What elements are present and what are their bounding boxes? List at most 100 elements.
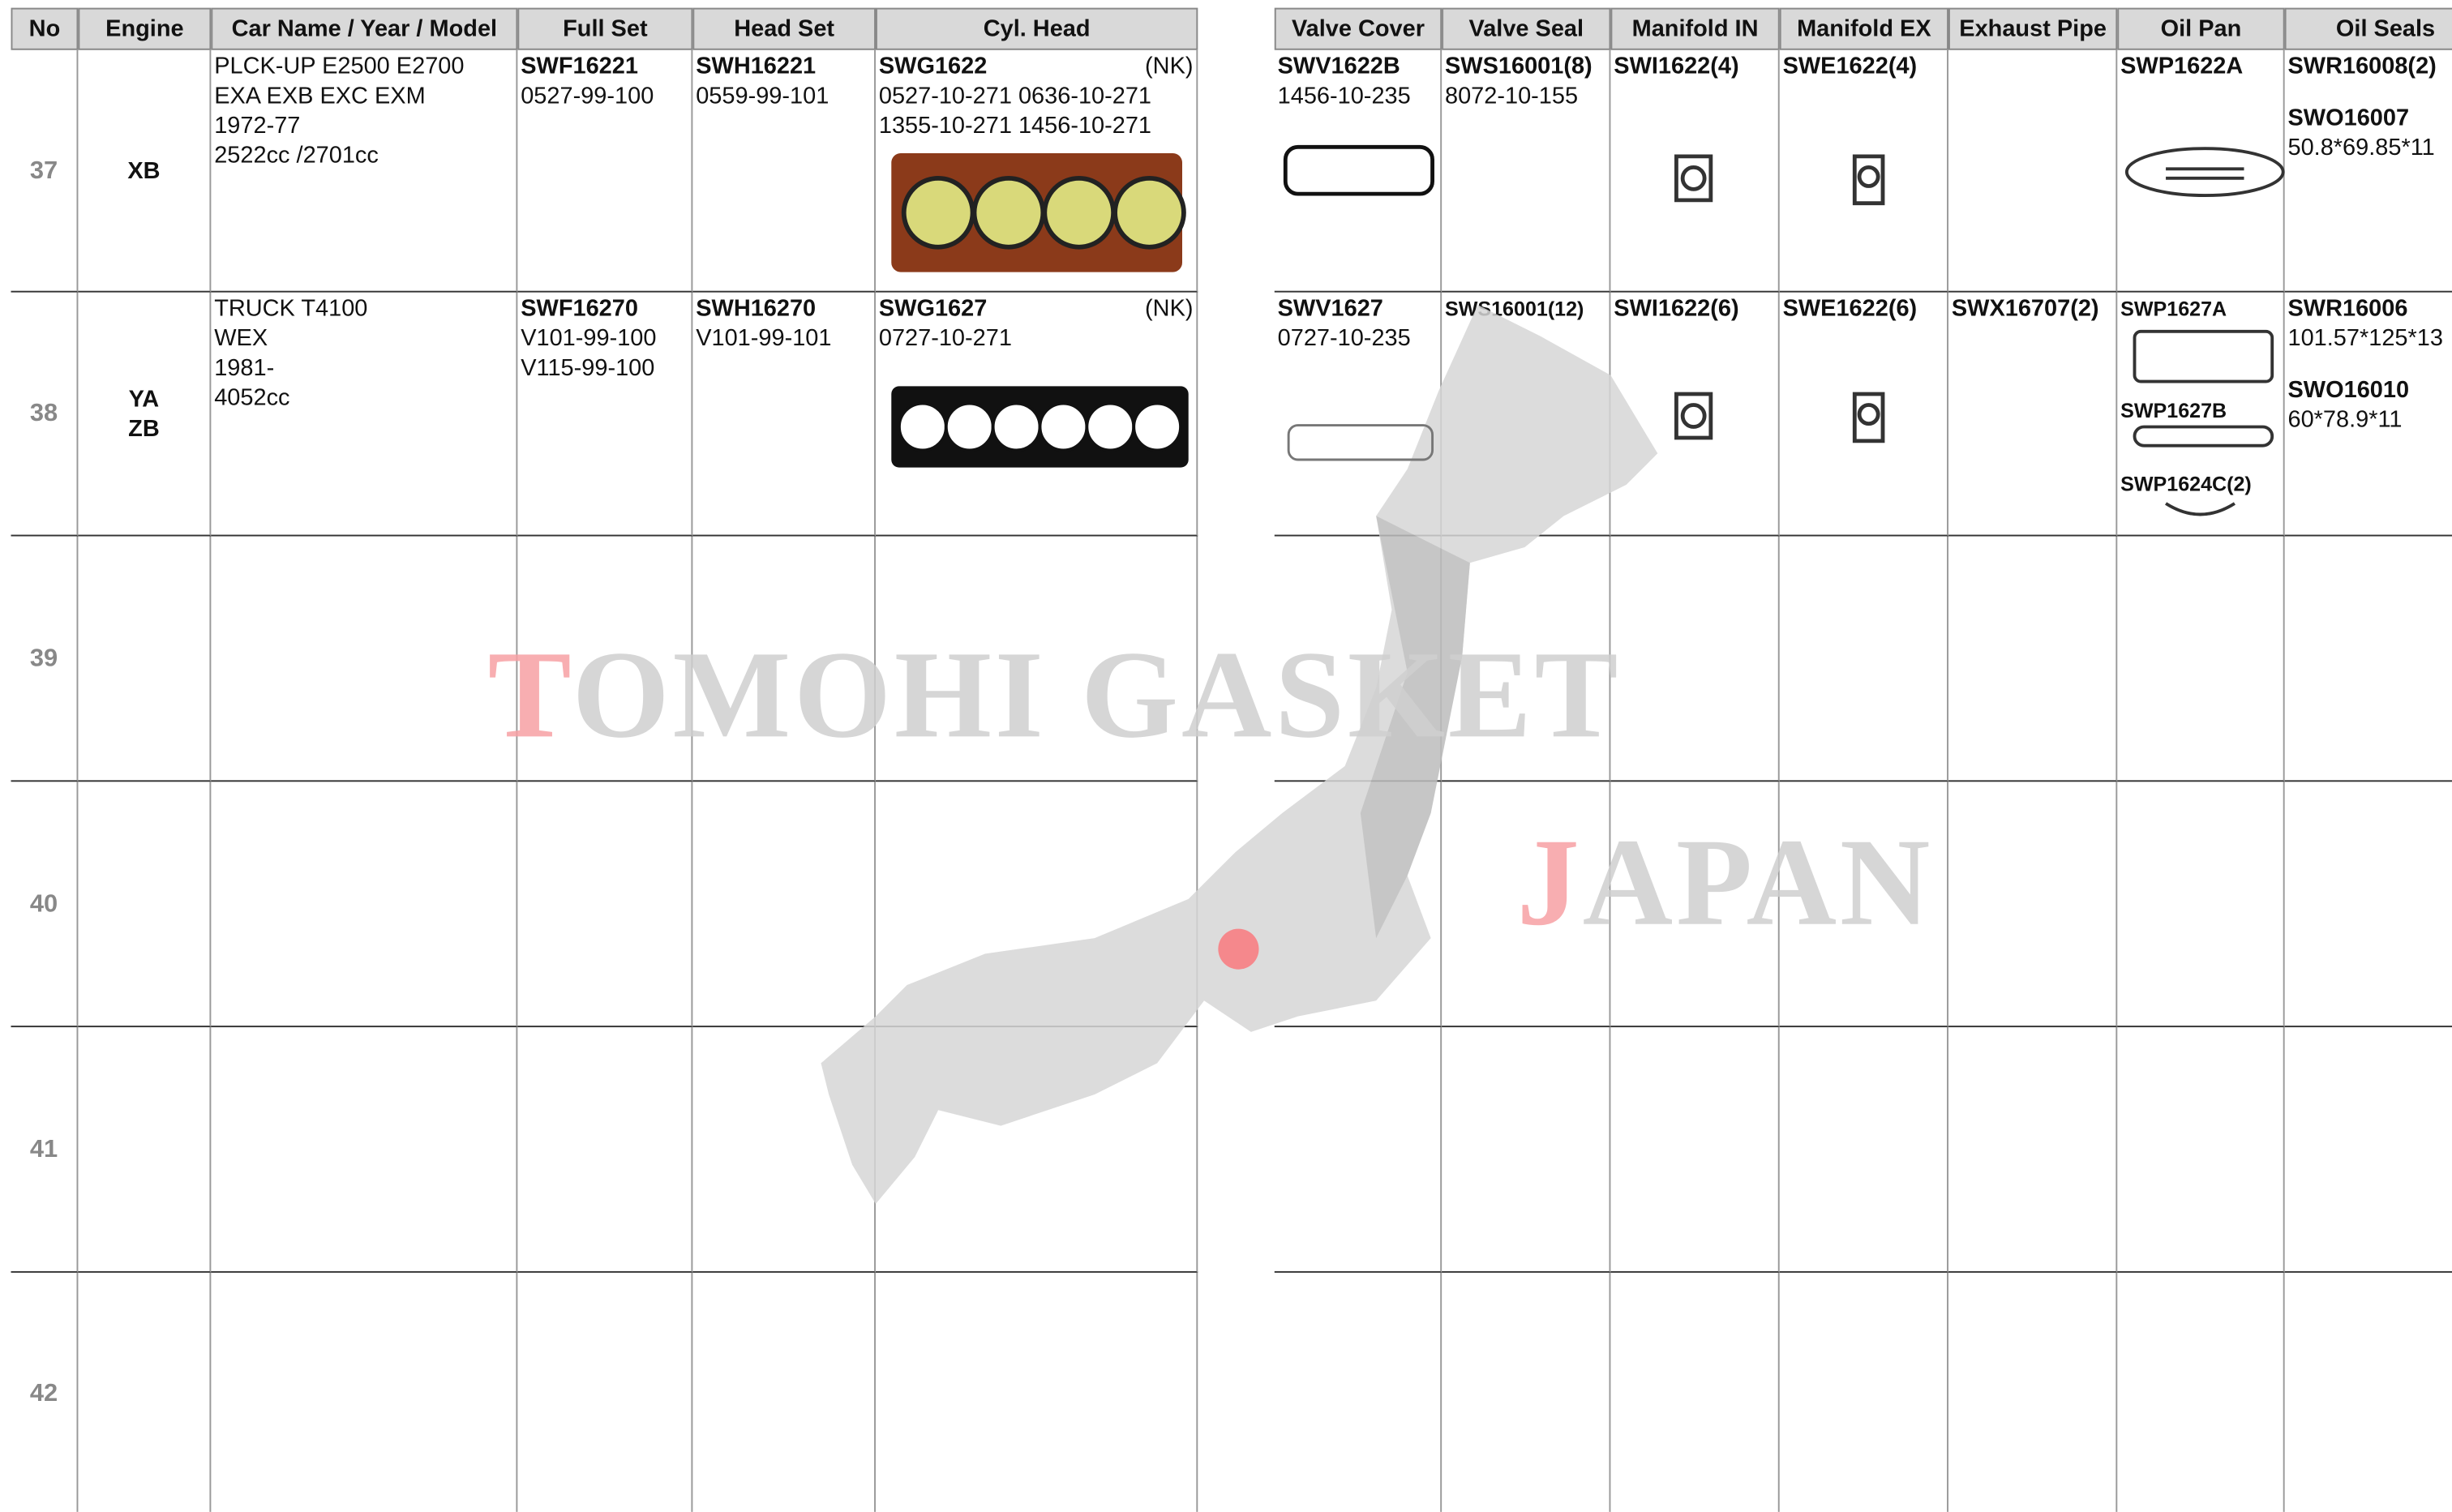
head-set-cell: [692, 782, 876, 1028]
part-item: SWF16270 V101-99-100 V115-99-100: [521, 294, 688, 383]
manifold-ex-cell: SWE1622(4): [1779, 49, 1948, 293]
manifold-in-cell: [1610, 1027, 1780, 1273]
part-number: SWP1622A: [2120, 53, 2244, 80]
oil-seals-cell: [2284, 536, 2452, 782]
row-number: 39: [11, 536, 79, 782]
part-spec: V101-99-100: [521, 325, 657, 352]
part-number: SWV1622B: [1277, 53, 1400, 80]
part-number: SWR16006: [2287, 295, 2408, 323]
row-number: 37: [11, 49, 79, 293]
full-set-cell: SWF16221 0527-99-100: [517, 49, 693, 293]
head-set-cell: [692, 536, 876, 782]
part-number: SWR16008(2): [2287, 53, 2437, 80]
head-set-cell: SWH16221 0559-99-101: [692, 49, 876, 293]
exhaust-pipe-cell: [1948, 1027, 2118, 1273]
part-spec: 1355-10-271 1456-10-271: [878, 112, 1152, 139]
column-header: Manifold EX: [1779, 7, 1948, 50]
manifold-in-cell: SWI1622(6): [1610, 292, 1780, 537]
part-item: SWP1622A: [2120, 52, 2280, 82]
column-header: No: [11, 7, 79, 50]
oil-pan-gaskets: [2124, 147, 2285, 516]
head-set-cell: SWH16270 V101-99-101: [692, 292, 876, 537]
head-set-cell: [692, 1272, 876, 1512]
engine-code: YA: [128, 385, 160, 413]
engine-cell: XB: [78, 49, 212, 293]
column-header: Manifold IN: [1610, 7, 1780, 50]
part-spec: V115-99-100: [521, 354, 655, 382]
row-number: 41: [11, 1027, 79, 1273]
cyl-head-gasket-4: [891, 152, 1186, 272]
part-spec: 60*78.9*11: [2287, 406, 2403, 434]
part-item: SWP1627A: [2120, 294, 2280, 324]
column-header: Full Set: [517, 7, 693, 50]
oil-pan-cell: [2117, 1272, 2285, 1512]
cyl-head-cell: [875, 536, 1198, 782]
part-number: SWF16221: [521, 53, 638, 80]
car-name-cell: PLCK-UP E2500 E2700 EXA EXB EXC EXM 1972-7…: [211, 49, 518, 293]
column-header: Head Set: [692, 7, 876, 50]
valve-cover-cell: SWV1622B 1456-10-235: [1274, 49, 1442, 293]
full-set-cell: SWF16270 V101-99-100 V115-99-100: [517, 292, 693, 537]
part-spec: 0527-99-100: [521, 83, 654, 109]
valve-seal-cell: [1442, 1272, 1611, 1512]
part-item: SWP1627B: [2120, 396, 2280, 426]
part-number: SWP1627A: [2120, 297, 2227, 321]
part-number: SWE1622(6): [1782, 295, 1918, 323]
column-header: Oil Pan: [2117, 7, 2285, 50]
column-header: Oil Seals: [2284, 7, 2452, 50]
oil-seals-cell: [2284, 782, 2452, 1028]
car-line: 2522cc /2701cc: [214, 142, 379, 169]
car-name-cell: [211, 1272, 518, 1512]
car-name-cell: TRUCK T4100 WEX 1981- 4052cc: [211, 292, 518, 537]
full-set-cell: [517, 536, 693, 782]
valve-seal-cell: [1442, 1027, 1611, 1273]
exhaust-pipe-cell: [1948, 49, 2118, 293]
car-line: EXA EXB EXC EXM: [214, 83, 426, 109]
column-header: Valve Seal: [1442, 7, 1611, 50]
part-item: SWO16007 50.8*69.85*11: [2287, 103, 2451, 162]
valve-cover-gasket: [1283, 144, 1434, 196]
manifold-in-cell: SWI1622(4): [1610, 49, 1780, 293]
exhaust-pipe-cell: SWX16707(2): [1948, 292, 2118, 537]
part-item: (NK) SWG1627 0727-10-271: [879, 294, 1194, 353]
part-number: SWF16270: [521, 295, 638, 323]
part-item: SWE1622(6): [1783, 294, 1944, 324]
row-number: 40: [11, 782, 79, 1028]
part-item: SWI1622(6): [1614, 294, 1775, 324]
part-item: SWX16707(2): [1952, 294, 2113, 324]
part-number: (NK) SWG1622: [878, 53, 1194, 80]
oil-pan-cell: SWP1627A SWP1627B SWP1624C(2): [2117, 292, 2285, 537]
manifold-ex-cell: [1779, 1027, 1948, 1273]
car-line: 1981-: [214, 354, 275, 382]
manifold-gaskets: [1674, 154, 1885, 443]
manifold-ex-cell: [1780, 1272, 1948, 1512]
oil-seals-cell: SWR16006 101.57*125*13 SWO16010 60*78.9*11: [2284, 293, 2452, 537]
part-spec: 101.57*125*13: [2287, 325, 2443, 352]
car-name-cell: [211, 782, 518, 1028]
valve-cover-cell: [1275, 1272, 1442, 1512]
car-line: PLCK-UP E2500 E2700: [214, 53, 465, 80]
part-item: (NK) SWG1622 0527-10-271 0636-10-271 1355-1…: [879, 52, 1194, 141]
part-item: SWF16221 0527-99-100: [521, 52, 688, 111]
full-set-cell: [517, 782, 693, 1028]
part-item: SWH16270 V101-99-101: [696, 294, 871, 353]
part-spec: 8072-10-155: [1444, 83, 1579, 109]
valve-cover-gasket: [1287, 424, 1434, 461]
car-name-cell: [211, 1027, 518, 1273]
valve-seal-cell: SWS16001(8) 8072-10-155: [1442, 49, 1611, 293]
part-number: SWI1622(6): [1614, 295, 1739, 323]
part-number: SWH16270: [696, 295, 817, 323]
part-spec: 50.8*69.85*11: [2287, 134, 2435, 161]
part-number: SWI1622(4): [1614, 53, 1739, 80]
valve-cover-cell: [1274, 1027, 1442, 1273]
cyl-head-cell: [875, 1027, 1198, 1273]
part-spec: 0727-10-271: [878, 325, 1012, 352]
exhaust-pipe-cell: [1948, 782, 2118, 1028]
manifold-ex-cell: [1779, 782, 1948, 1028]
valve-seal-cell: [1442, 536, 1611, 782]
part-spec: V101-99-101: [696, 325, 832, 352]
part-item: SWR16006 101.57*125*13: [2287, 294, 2451, 353]
